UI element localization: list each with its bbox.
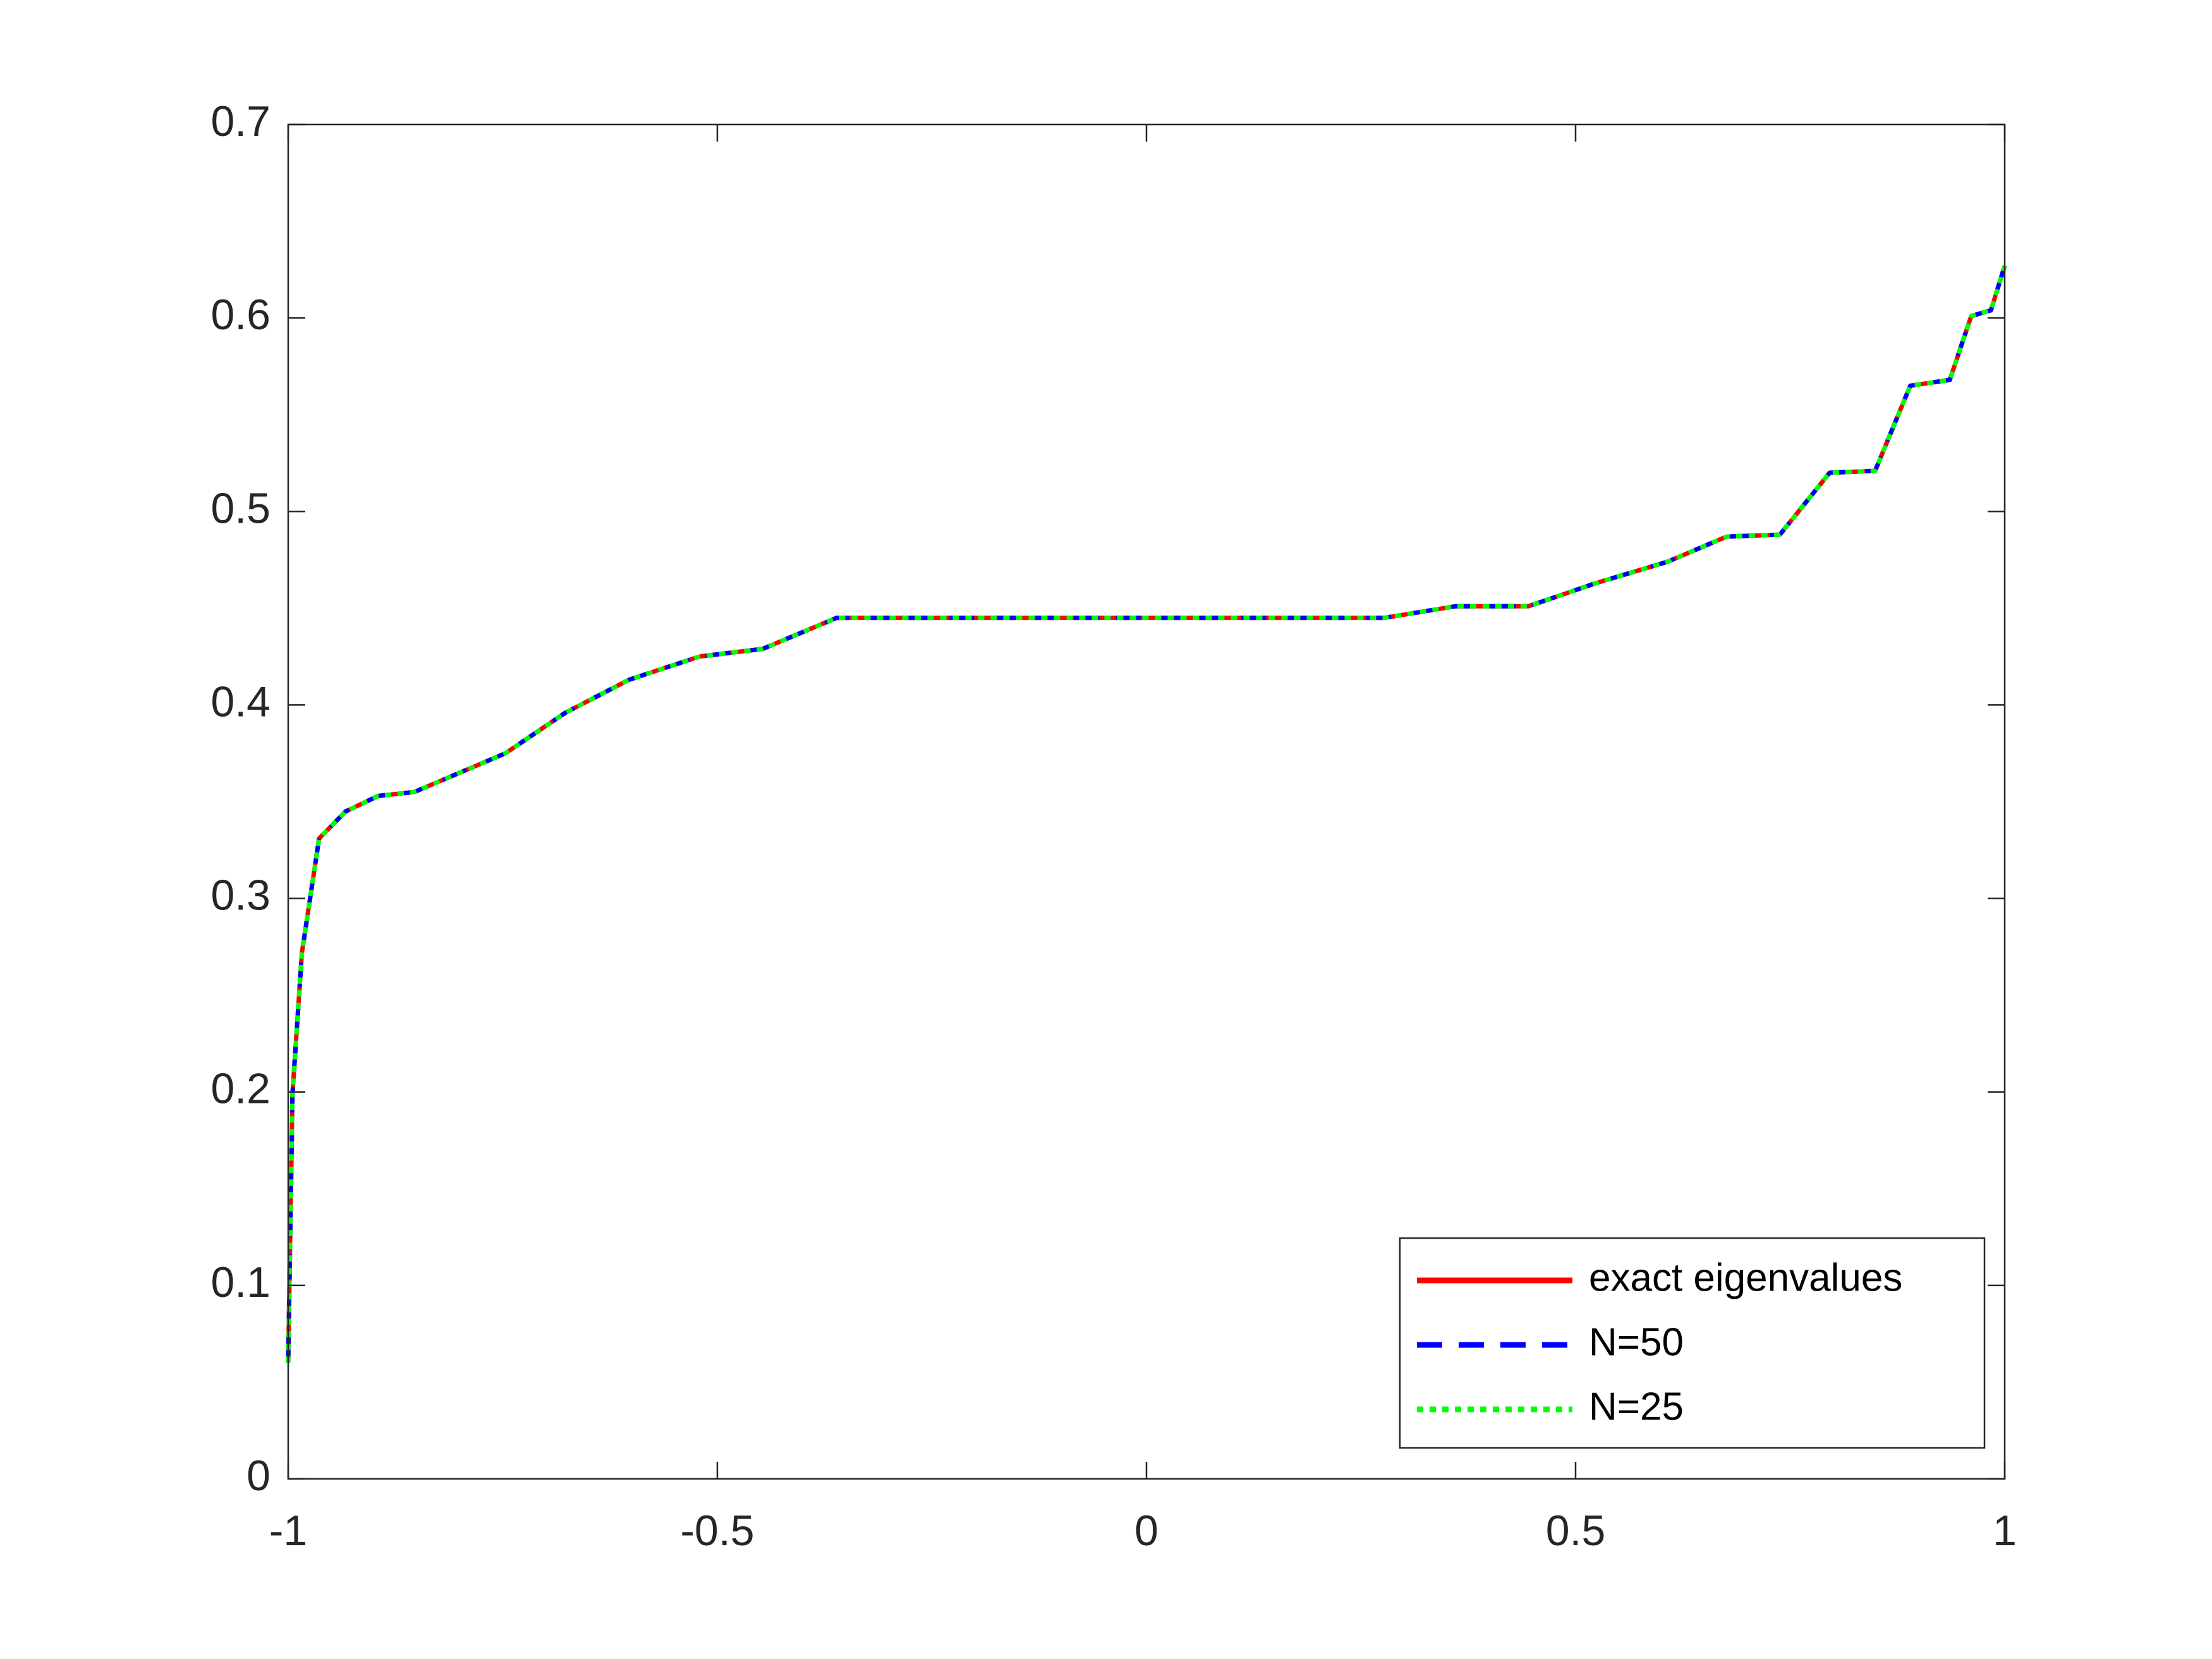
x-tick-label: 0: [1134, 1507, 1158, 1555]
y-tick-label: 0.1: [210, 1258, 270, 1306]
legend-box: [1399, 1237, 1986, 1449]
y-tick-label: 0.3: [210, 872, 270, 920]
x-tick-label: 1: [1993, 1507, 2017, 1555]
x-tick-label: -1: [269, 1507, 307, 1555]
y-tick-label: 0.2: [210, 1065, 270, 1113]
y-tick-label: 0.5: [210, 484, 270, 532]
y-tick-label: 0.7: [210, 97, 270, 145]
x-tick-label: -0.5: [680, 1507, 754, 1555]
legend-label: N=50: [1589, 1320, 1684, 1364]
legend-label: exact eigenvalues: [1589, 1256, 1902, 1299]
legend-label: N=25: [1589, 1385, 1684, 1428]
x-tick-label: 0.5: [1546, 1507, 1606, 1555]
y-tick-label: 0.4: [210, 678, 270, 726]
y-tick-label: 0.6: [210, 291, 270, 339]
series-line: [286, 265, 2007, 1363]
y-tick-label: 0: [246, 1452, 270, 1500]
legend: exact eigenvalues N=50 N=25: [1399, 1237, 1986, 1449]
